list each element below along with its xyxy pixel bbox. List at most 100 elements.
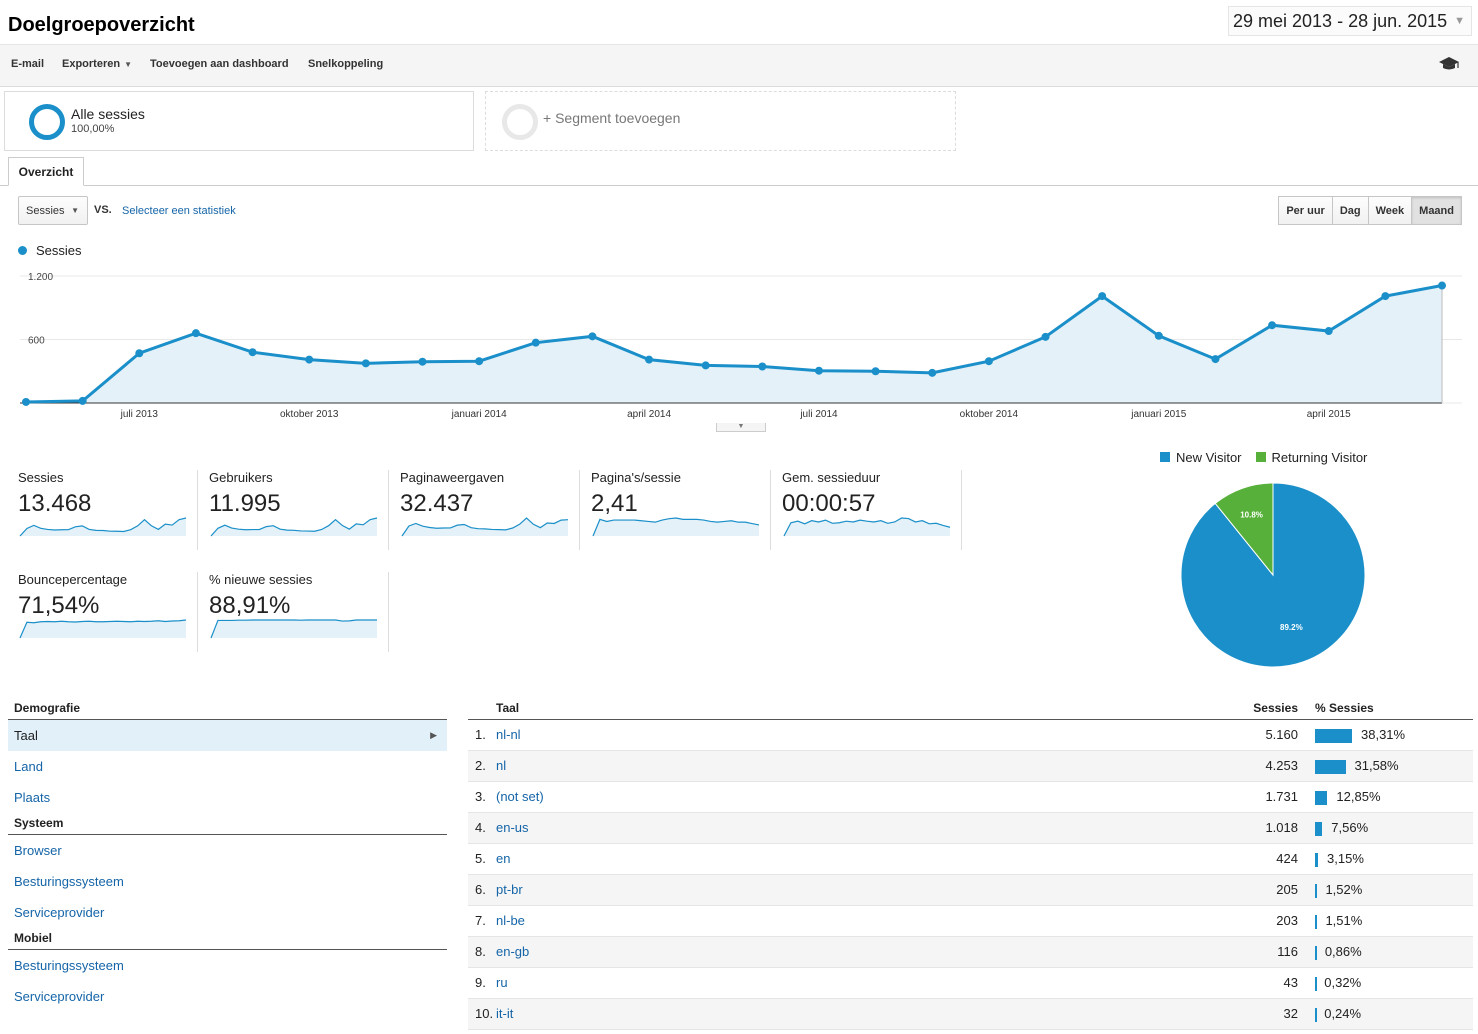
metric-card[interactable]: Paginaweergaven 32.437 (400, 470, 580, 550)
data-point[interactable] (531, 338, 540, 347)
row-language-link[interactable]: pt-br (496, 882, 523, 897)
row-rank: 8. (475, 944, 486, 959)
chevron-down-icon: ▼ (1454, 15, 1465, 27)
metric-card[interactable]: Gem. sessieduur 00:00:57 (782, 470, 962, 550)
data-point[interactable] (1098, 292, 1107, 301)
row-rank: 10. (475, 1006, 494, 1021)
granularity-week-button[interactable]: Week (1367, 196, 1413, 225)
data-point[interactable] (1041, 332, 1050, 341)
data-point[interactable] (248, 348, 257, 357)
data-point[interactable] (984, 357, 993, 366)
row-sessions: 43 (1283, 975, 1298, 990)
row-language-link[interactable]: nl (496, 758, 507, 773)
table-row: 5. en 424 3,15% (468, 844, 1473, 875)
row-rank: 7. (475, 913, 486, 928)
metric-value: 11.995 (209, 490, 281, 517)
data-point[interactable] (814, 366, 823, 375)
granularity-day-button[interactable]: Dag (1331, 196, 1369, 225)
data-point[interactable] (588, 332, 597, 341)
sparkline-line (401, 517, 569, 537)
date-range-picker[interactable]: 29 mei 2013 - 28 jun. 2015 ▼ (1228, 6, 1472, 36)
row-language-link[interactable]: it-it (496, 1006, 514, 1021)
pie-slice-returning-visitor[interactable] (1214, 482, 1274, 577)
sparkline-area (402, 518, 568, 536)
data-point[interactable] (701, 361, 710, 370)
metric-card[interactable]: % nieuwe sessies 88,91% (209, 572, 389, 652)
data-point[interactable] (1324, 327, 1333, 336)
data-point[interactable] (1211, 355, 1220, 364)
select-metric-link[interactable]: Selecteer een statistiek (122, 205, 236, 217)
nav-item-serviceprovider[interactable]: Serviceprovider (8, 897, 447, 928)
row-language-link[interactable]: nl-be (496, 913, 525, 928)
nav-item-plaats[interactable]: Plaats (8, 782, 447, 813)
data-point[interactable] (418, 357, 427, 366)
metric-sparkline (210, 517, 378, 537)
data-point[interactable] (928, 368, 937, 377)
row-language-link[interactable]: en (496, 851, 511, 866)
chart-resize-handle[interactable]: ▼ (716, 423, 766, 432)
row-language-link[interactable]: en-us (496, 820, 529, 835)
nav-item-besturingssysteem[interactable]: Besturingssysteem (8, 950, 447, 981)
metric-name: Paginaweergaven (400, 470, 505, 485)
metric-sparkline (592, 517, 760, 537)
metric-sparkline (401, 517, 569, 537)
metric-value: 00:00:57 (782, 490, 876, 517)
empty-segment-ring-icon (502, 104, 538, 140)
nav-item-label: Besturingssysteem (14, 958, 124, 973)
data-point[interactable] (1268, 321, 1277, 330)
data-point[interactable] (1381, 292, 1390, 301)
segment-all-sessions[interactable]: Alle sessies 100,00% (4, 91, 474, 151)
nav-item-serviceprovider[interactable]: Serviceprovider (8, 981, 447, 1012)
chart-legend: Sessies (18, 243, 82, 258)
row-language-link[interactable]: en-gb (496, 944, 530, 959)
metric-select[interactable]: Sessies ▼ (18, 196, 88, 225)
sparkline-area (211, 518, 377, 536)
nav-item-taal[interactable]: Taal ▶ (8, 720, 447, 751)
row-language-link[interactable]: ru (496, 975, 508, 990)
series-area (26, 285, 1442, 403)
column-header-sessions-pct[interactable]: % Sessies (1315, 701, 1374, 715)
add-segment-button[interactable]: + Segment toevoegen (485, 91, 956, 151)
data-point[interactable] (1154, 331, 1163, 340)
data-point[interactable] (645, 355, 654, 364)
row-sessions: 1.731 (1265, 789, 1298, 804)
tab-overview[interactable]: Overzicht (8, 157, 84, 186)
data-point[interactable] (361, 359, 370, 368)
data-point[interactable] (191, 329, 200, 338)
metric-card[interactable]: Pagina's/sessie 2,41 (591, 470, 771, 550)
data-point[interactable] (135, 349, 144, 358)
column-header-language[interactable]: Taal (496, 701, 520, 715)
nav-item-besturingssysteem[interactable]: Besturingssysteem (8, 866, 447, 897)
metric-card[interactable]: Sessies 13.468 (18, 470, 198, 550)
legend-swatch-icon (1255, 452, 1266, 462)
segment-ring-icon (29, 104, 65, 140)
granularity-hour-button[interactable]: Per uur (1278, 196, 1333, 225)
data-point[interactable] (22, 397, 30, 406)
data-point[interactable] (305, 355, 314, 364)
x-tick-label: juli 2014 (799, 409, 838, 420)
row-share-bar (1315, 853, 1319, 867)
metric-name: Bouncepercentage (18, 572, 128, 587)
export-button[interactable]: Exporteren ▼ (62, 58, 132, 70)
table-header-divider (468, 719, 1473, 720)
data-point[interactable] (475, 357, 484, 366)
nav-item-land[interactable]: Land (8, 751, 447, 782)
nav-section-header: Systeem (8, 815, 447, 835)
data-point[interactable] (871, 367, 880, 376)
column-header-sessions[interactable]: Sessies (1253, 701, 1298, 715)
add-to-dashboard-button[interactable]: Toevoegen aan dashboard (150, 58, 289, 70)
row-language-link[interactable]: nl-nl (496, 727, 521, 742)
nav-item-browser[interactable]: Browser (8, 835, 447, 866)
page-title: Doelgroepoverzicht (8, 14, 195, 36)
metric-card[interactable]: Gebruikers 11.995 (209, 470, 389, 550)
table-row: 6. pt-br 205 1,52% (468, 875, 1473, 906)
shortcut-button[interactable]: Snelkoppeling (308, 58, 384, 70)
metric-card[interactable]: Bouncepercentage 71,54% (18, 572, 198, 652)
data-point[interactable] (1438, 281, 1446, 290)
email-button[interactable]: E-mail (11, 58, 45, 70)
data-point[interactable] (78, 396, 87, 405)
data-point[interactable] (758, 362, 767, 371)
graduation-cap-icon[interactable] (1438, 56, 1460, 77)
row-language-link[interactable]: (not set) (496, 789, 544, 804)
granularity-month-button[interactable]: Maand (1411, 196, 1462, 225)
